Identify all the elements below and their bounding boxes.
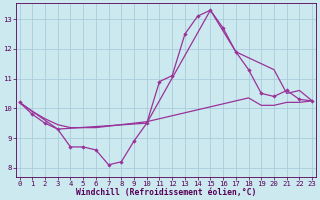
- X-axis label: Windchill (Refroidissement éolien,°C): Windchill (Refroidissement éolien,°C): [76, 188, 256, 197]
